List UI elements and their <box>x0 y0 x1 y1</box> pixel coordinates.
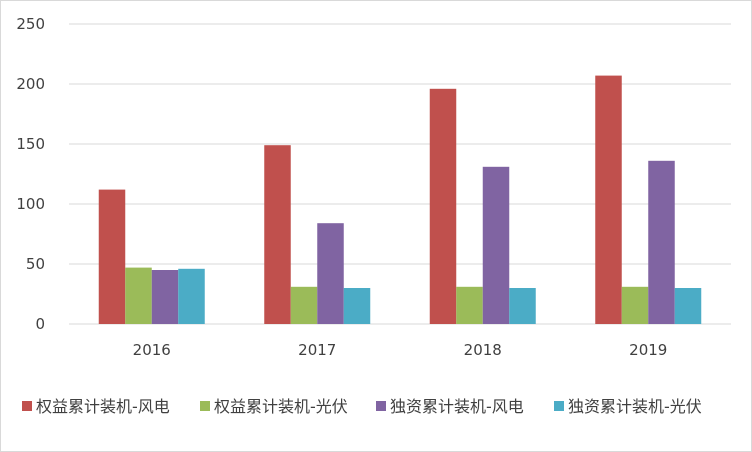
y-tick-label: 100 <box>16 195 45 213</box>
x-tick-label: 2019 <box>629 341 667 359</box>
bar-2019-series-4 <box>674 288 702 324</box>
bar-2018-series-1 <box>429 88 457 324</box>
bar-2016-series-4 <box>178 268 205 324</box>
bar-2019-series-2 <box>621 286 649 324</box>
x-tick-label: 2018 <box>464 341 502 359</box>
legend-label: 权益累计装机-风电 <box>36 397 170 416</box>
legend-swatch <box>376 401 386 411</box>
bar-2017-series-4 <box>343 288 371 324</box>
y-tick-label: 200 <box>16 75 45 93</box>
y-tick-label: 250 <box>16 15 45 33</box>
bar-2016-series-3 <box>151 270 179 324</box>
legend-label: 权益累计装机-光伏 <box>214 397 348 416</box>
bar-2018-series-4 <box>509 288 536 324</box>
bar-2019-series-3 <box>648 160 675 324</box>
bar-2019-series-1 <box>595 75 622 324</box>
legend-label: 独资累计装机-光伏 <box>568 397 702 416</box>
bar-2018-series-2 <box>456 286 483 324</box>
y-tick-label: 50 <box>26 255 45 273</box>
legend-swatch <box>200 401 210 411</box>
x-axis-ticks: 2016 2017 2018 2019 <box>133 341 668 359</box>
bar-2016-series-1 <box>98 189 126 324</box>
x-tick-label: 2017 <box>298 341 336 359</box>
y-axis-ticks: 0 50 100 150 200 250 <box>16 15 45 333</box>
y-tick-label: 0 <box>35 315 45 333</box>
bar-2017-series-1 <box>264 145 291 324</box>
legend-label: 独资累计装机-风电 <box>390 397 524 416</box>
legend-swatch <box>554 401 564 411</box>
bar-2017-series-3 <box>317 223 344 324</box>
bar-2018-series-3 <box>482 166 510 324</box>
bar-2017-series-2 <box>290 286 318 324</box>
bar-2016-series-2 <box>125 267 152 324</box>
bars <box>98 75 702 324</box>
legend: 权益累计装机-风电 权益累计装机-光伏 独资累计装机-风电 独资累计装机-光伏 <box>22 397 702 416</box>
y-tick-label: 150 <box>16 135 45 153</box>
x-tick-label: 2016 <box>133 341 171 359</box>
legend-swatch <box>22 401 32 411</box>
